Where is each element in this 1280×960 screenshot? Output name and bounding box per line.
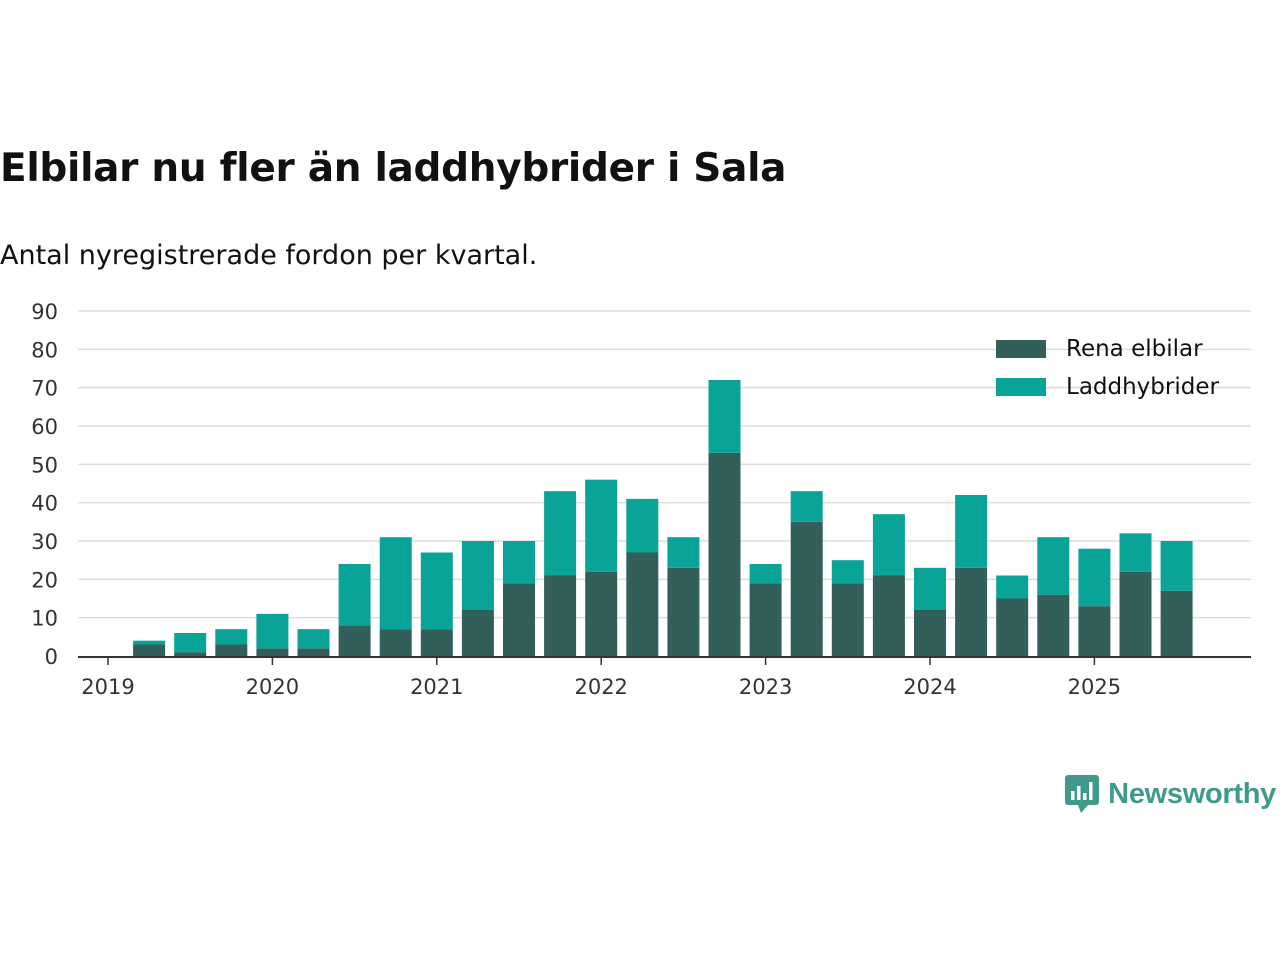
bar-rena-elbilar [256, 648, 289, 656]
bar-laddhybrider [749, 564, 782, 584]
bar-laddhybrider [626, 498, 659, 553]
bar-rena-elbilar [544, 575, 577, 656]
x-tick-label: 2019 [81, 675, 134, 699]
chart-title: Elbilar nu fler än laddhybrider i Sala [0, 146, 787, 191]
legend-label-rena-elbilar: Rena elbilar [1066, 336, 1203, 362]
bars [133, 380, 1193, 656]
bar-laddhybrider [955, 495, 988, 568]
bar-rena-elbilar [133, 644, 166, 656]
legend-label-laddhybrider: Laddhybrider [1066, 374, 1219, 400]
y-axis-ticks: 0 10 20 30 40 50 60 70 80 90 [31, 300, 58, 669]
y-tick-label: 60 [31, 415, 58, 439]
bar-rena-elbilar [667, 567, 700, 656]
bar-rena-elbilar [1037, 594, 1070, 656]
bar-laddhybrider [297, 629, 330, 649]
y-tick-label: 10 [31, 607, 58, 631]
bar-laddhybrider [996, 575, 1029, 599]
bar-laddhybrider [914, 567, 946, 610]
grid-lines [78, 310, 1251, 619]
bar-rena-elbilar [708, 452, 741, 656]
bar-laddhybrider [1078, 548, 1111, 607]
bar-rena-elbilar [420, 629, 453, 656]
bar-rena-elbilar [955, 567, 988, 656]
bar-laddhybrider [1119, 533, 1152, 572]
y-tick-label: 20 [31, 568, 58, 592]
x-tick-label: 2025 [1068, 675, 1121, 699]
bar-laddhybrider [503, 541, 535, 584]
legend-swatch-laddhybrider [996, 378, 1046, 396]
y-tick-label: 30 [31, 530, 58, 554]
bar-laddhybrider [338, 564, 371, 626]
bar-rena-elbilar [1078, 606, 1111, 656]
bar-laddhybrider [708, 380, 741, 453]
bar-rena-elbilar [338, 625, 371, 656]
y-tick-label: 90 [31, 300, 58, 324]
bar-rena-elbilar [503, 583, 535, 656]
bar-laddhybrider [544, 491, 577, 576]
newsworthy-logo-icon [1065, 775, 1100, 813]
bar-rena-elbilar [297, 648, 330, 656]
bar-laddhybrider [420, 552, 453, 630]
bar-rena-elbilar [1160, 590, 1193, 656]
x-tick-label: 2022 [574, 675, 627, 699]
bar-rena-elbilar [585, 571, 618, 656]
x-tick-label: 2021 [410, 675, 463, 699]
bar-laddhybrider [585, 479, 618, 572]
bar-laddhybrider [133, 640, 166, 645]
y-tick-label: 80 [31, 338, 58, 362]
x-tick-label: 2020 [246, 675, 299, 699]
legend-swatch-rena-elbilar [996, 340, 1046, 358]
bar-rena-elbilar [626, 552, 659, 656]
bar-laddhybrider [1160, 541, 1193, 591]
y-tick-label: 50 [31, 453, 58, 477]
bar-rena-elbilar [831, 583, 864, 656]
x-tick-label: 2024 [903, 675, 956, 699]
bar-laddhybrider [790, 491, 823, 522]
bar-rena-elbilar [1119, 571, 1152, 656]
bar-laddhybrider [379, 537, 412, 630]
y-tick-label: 40 [31, 492, 58, 516]
bar-laddhybrider [667, 537, 700, 568]
bar-rena-elbilar [914, 610, 946, 656]
x-tick-label: 2023 [739, 675, 792, 699]
bar-rena-elbilar [790, 521, 823, 656]
x-axis-ticks: 2019 2020 2021 2022 2023 2024 2025 [81, 657, 1121, 699]
bar-laddhybrider [215, 629, 248, 645]
bar-laddhybrider [831, 560, 864, 584]
bar-rena-elbilar [749, 583, 782, 656]
bar-laddhybrider [461, 541, 494, 610]
bar-rena-elbilar [996, 598, 1029, 656]
bar-rena-elbilar [174, 652, 207, 656]
bar-rena-elbilar [379, 629, 412, 656]
newsworthy-brand: Newsworthy [1064, 774, 1276, 814]
bar-laddhybrider [174, 633, 207, 653]
stacked-bar-chart: 0 10 20 30 40 50 60 70 80 90 2019 2020 2021 2022 2023… [31, 300, 1251, 699]
bar-laddhybrider [256, 613, 289, 649]
bar-laddhybrider [872, 514, 905, 576]
brand-name: Newsworthy [1108, 777, 1276, 810]
bar-laddhybrider [1037, 537, 1070, 595]
bar-rena-elbilar [215, 644, 248, 656]
y-tick-label: 70 [31, 377, 58, 401]
bar-rena-elbilar [461, 610, 494, 656]
y-tick-label: 0 [45, 645, 58, 669]
bar-rena-elbilar [872, 575, 905, 656]
legend: Rena elbilar Laddhybrider [996, 336, 1219, 400]
chart-subtitle: Antal nyregistrerade fordon per kvartal. [0, 240, 538, 271]
